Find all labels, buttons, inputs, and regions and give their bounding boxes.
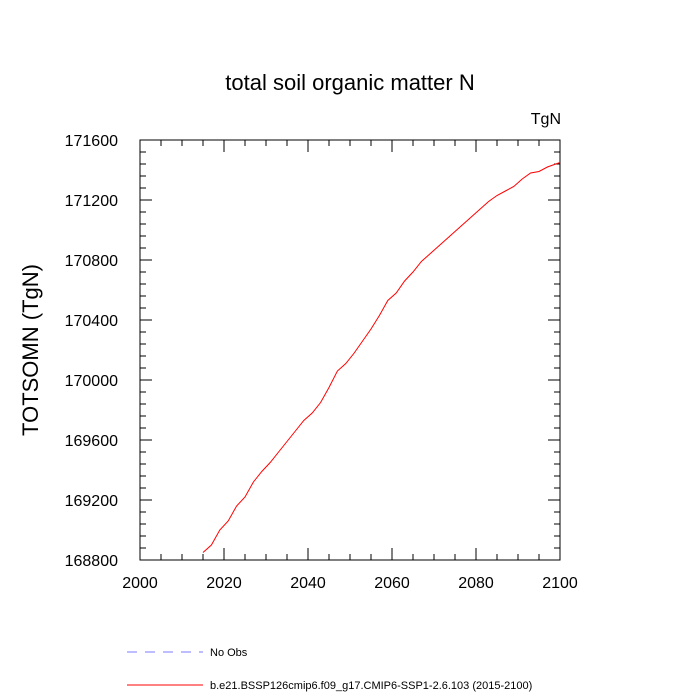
- y-axis-label: TOTSOMN (TgN): [18, 264, 43, 436]
- tick-labels: 2000 2020 2040 2060 2080 2100 168800 169200 1696…: [65, 133, 578, 592]
- series-group: [202, 162, 561, 553]
- legend-label: No Obs: [210, 647, 248, 659]
- y-tick-label: 170000: [65, 373, 118, 390]
- series-line: [202, 162, 561, 553]
- x-tick-label: 2080: [458, 575, 494, 592]
- y-tick-label: 170800: [65, 253, 118, 270]
- y-tick-label: 171200: [65, 193, 118, 210]
- y-tick-label: 169200: [65, 493, 118, 510]
- y-tick-label: 169600: [65, 433, 118, 450]
- y-tick-label: 168800: [65, 553, 118, 570]
- y-tick-label: 171600: [65, 133, 118, 150]
- x-tick-label: 2100: [542, 575, 578, 592]
- axis-ticks: [139, 139, 561, 561]
- legend-label: b.e21.BSSP126cmip6.f09_g17.CMIP6-SSP1-2.…: [210, 680, 532, 692]
- chart-title: total soil organic matter N: [225, 70, 474, 95]
- y-tick-label: 170400: [65, 313, 118, 330]
- legend: No Obs b.e21.BSSP126cmip6.f09_g17.CMIP6-S…: [127, 647, 532, 692]
- x-tick-label: 2040: [290, 575, 326, 592]
- plot-frame: [139, 139, 561, 561]
- x-tick-label: 2000: [122, 575, 158, 592]
- units-label: TgN: [531, 111, 561, 128]
- x-tick-label: 2060: [374, 575, 410, 592]
- x-tick-label: 2020: [206, 575, 242, 592]
